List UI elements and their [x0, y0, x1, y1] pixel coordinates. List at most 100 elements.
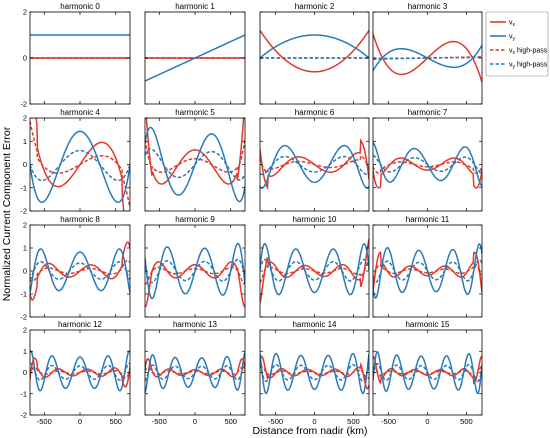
vy-line	[260, 242, 369, 296]
x-tick-label: 500	[224, 417, 237, 426]
panel-harmonic-11: harmonic 11	[372, 215, 483, 318]
vx-line	[145, 261, 245, 308]
panel-title: harmonic 13	[173, 320, 218, 329]
x-tick-label: 500	[347, 417, 360, 426]
legend: vx vy vx high-pass vy high-pass	[485, 11, 549, 77]
y-tick-label: 0	[23, 267, 27, 276]
x-tick-label: 0	[78, 417, 82, 426]
vy-line	[30, 350, 130, 392]
vx-line	[373, 251, 482, 293]
panel-title: harmonic 7	[408, 108, 448, 117]
legend-entry-vx-high-pass: vx high-pass	[509, 48, 548, 57]
vx-line	[260, 138, 369, 191]
panel-curves	[260, 238, 369, 304]
vy-line	[145, 242, 245, 300]
panel-harmonic-15: harmonic 15 -500 0 500	[372, 320, 483, 426]
vx-high-pass-line	[30, 366, 130, 379]
y-tick-label: 0	[23, 54, 27, 63]
vy-line	[373, 141, 482, 188]
panel-curves	[30, 350, 130, 392]
panel-title: harmonic 5	[175, 108, 215, 117]
panel-harmonic-13: harmonic 13 -500 0 500	[144, 320, 246, 426]
panel-harmonic-14: harmonic 14 -500 0 500	[259, 320, 370, 426]
x-tick-label: -500	[37, 417, 52, 426]
panel-curves	[145, 34, 245, 82]
panel-curves	[260, 29, 369, 73]
panel-harmonic-4: harmonic 4 -2 -1 0 1 2	[20, 108, 131, 216]
panel-title: harmonic 8	[60, 215, 100, 224]
panel-title: harmonic 10	[292, 215, 337, 224]
panel-harmonic-8: harmonic 8 -2 -1 0 1 2	[20, 215, 131, 322]
vy-high-pass-line	[30, 260, 130, 281]
panel-curves	[145, 242, 245, 308]
vy-high-pass-line	[373, 258, 482, 284]
panel-curves	[373, 350, 482, 395]
y-tick-label: -1	[20, 389, 27, 398]
panel-harmonic-5: harmonic 5	[144, 108, 246, 212]
panel-harmonic-12: harmonic 12 -500 0 500 -2 -1 0 1 2	[20, 320, 131, 426]
y-tick-label: -1	[20, 183, 27, 192]
panel-curves	[30, 241, 130, 301]
panel-harmonic-6: harmonic 6	[259, 108, 370, 212]
panel-curves	[260, 138, 369, 191]
y-tick-label: 2	[23, 326, 27, 335]
legend-entry-vy: vy	[509, 34, 516, 43]
panel-curves	[145, 352, 245, 393]
legend-frame	[485, 11, 549, 77]
vx-high-pass-line	[145, 139, 245, 173]
panel-title: harmonic 15	[405, 320, 450, 329]
panel-title: harmonic 1	[175, 2, 215, 11]
vy-line	[373, 44, 482, 72]
vy-high-pass-line	[260, 258, 369, 282]
y-tick-label: 2	[23, 221, 27, 230]
panel-title: harmonic 0	[60, 2, 100, 11]
x-tick-label: -500	[152, 417, 167, 426]
y-tick-label: -2	[20, 207, 27, 216]
vy-line	[260, 34, 369, 59]
vy-high-pass-line	[373, 56, 482, 60]
x-tick-label: -500	[381, 417, 396, 426]
y-tick-label: 2	[23, 114, 27, 123]
x-tick-label: 500	[109, 417, 122, 426]
y-tick-label: 0	[23, 160, 27, 169]
vy-line	[145, 34, 245, 82]
panel-curves	[260, 352, 369, 395]
legend-entry-vy-high-pass: vy high-pass	[509, 62, 548, 71]
vx-line	[145, 358, 245, 378]
x-tick-label: -500	[268, 417, 283, 426]
panel-harmonic-3: harmonic 3	[372, 2, 483, 105]
vy-line	[145, 126, 245, 203]
vx-line	[260, 238, 369, 304]
y-tick-label: -2	[20, 100, 27, 109]
vx-line	[260, 29, 369, 73]
panel-title: harmonic 12	[58, 320, 103, 329]
vx-line	[373, 157, 482, 189]
x-tick-label: 0	[425, 417, 429, 426]
x-tick-label: 0	[312, 417, 316, 426]
y-tick-label: 2	[23, 8, 27, 17]
vy-line	[373, 243, 482, 299]
vy-line	[260, 144, 369, 189]
y-axis-label: Normalized Current Component Error	[1, 126, 13, 301]
y-tick-label: 1	[23, 347, 27, 356]
vx-line	[30, 357, 130, 388]
panel-harmonic-0: harmonic 0 -2 0 2	[20, 2, 131, 109]
y-tick-label: 1	[23, 244, 27, 253]
vx-line	[30, 241, 130, 301]
y-tick-label: 1	[23, 137, 27, 146]
panel-title: harmonic 11	[406, 215, 450, 224]
panel-title: harmonic 9	[175, 215, 215, 224]
vy-line	[260, 352, 369, 395]
vy-line	[30, 130, 130, 204]
y-tick-label: -1	[20, 290, 27, 299]
x-tick-label: 500	[460, 417, 473, 426]
vy-line	[30, 248, 130, 293]
vy-line	[373, 350, 482, 395]
panel-title: harmonic 4	[60, 108, 100, 117]
panel-curves	[373, 243, 482, 299]
y-tick-label: -2	[20, 313, 27, 322]
panel-title: harmonic 3	[408, 2, 448, 11]
panel-curves	[145, 118, 245, 203]
panel-curves	[30, 34, 130, 59]
